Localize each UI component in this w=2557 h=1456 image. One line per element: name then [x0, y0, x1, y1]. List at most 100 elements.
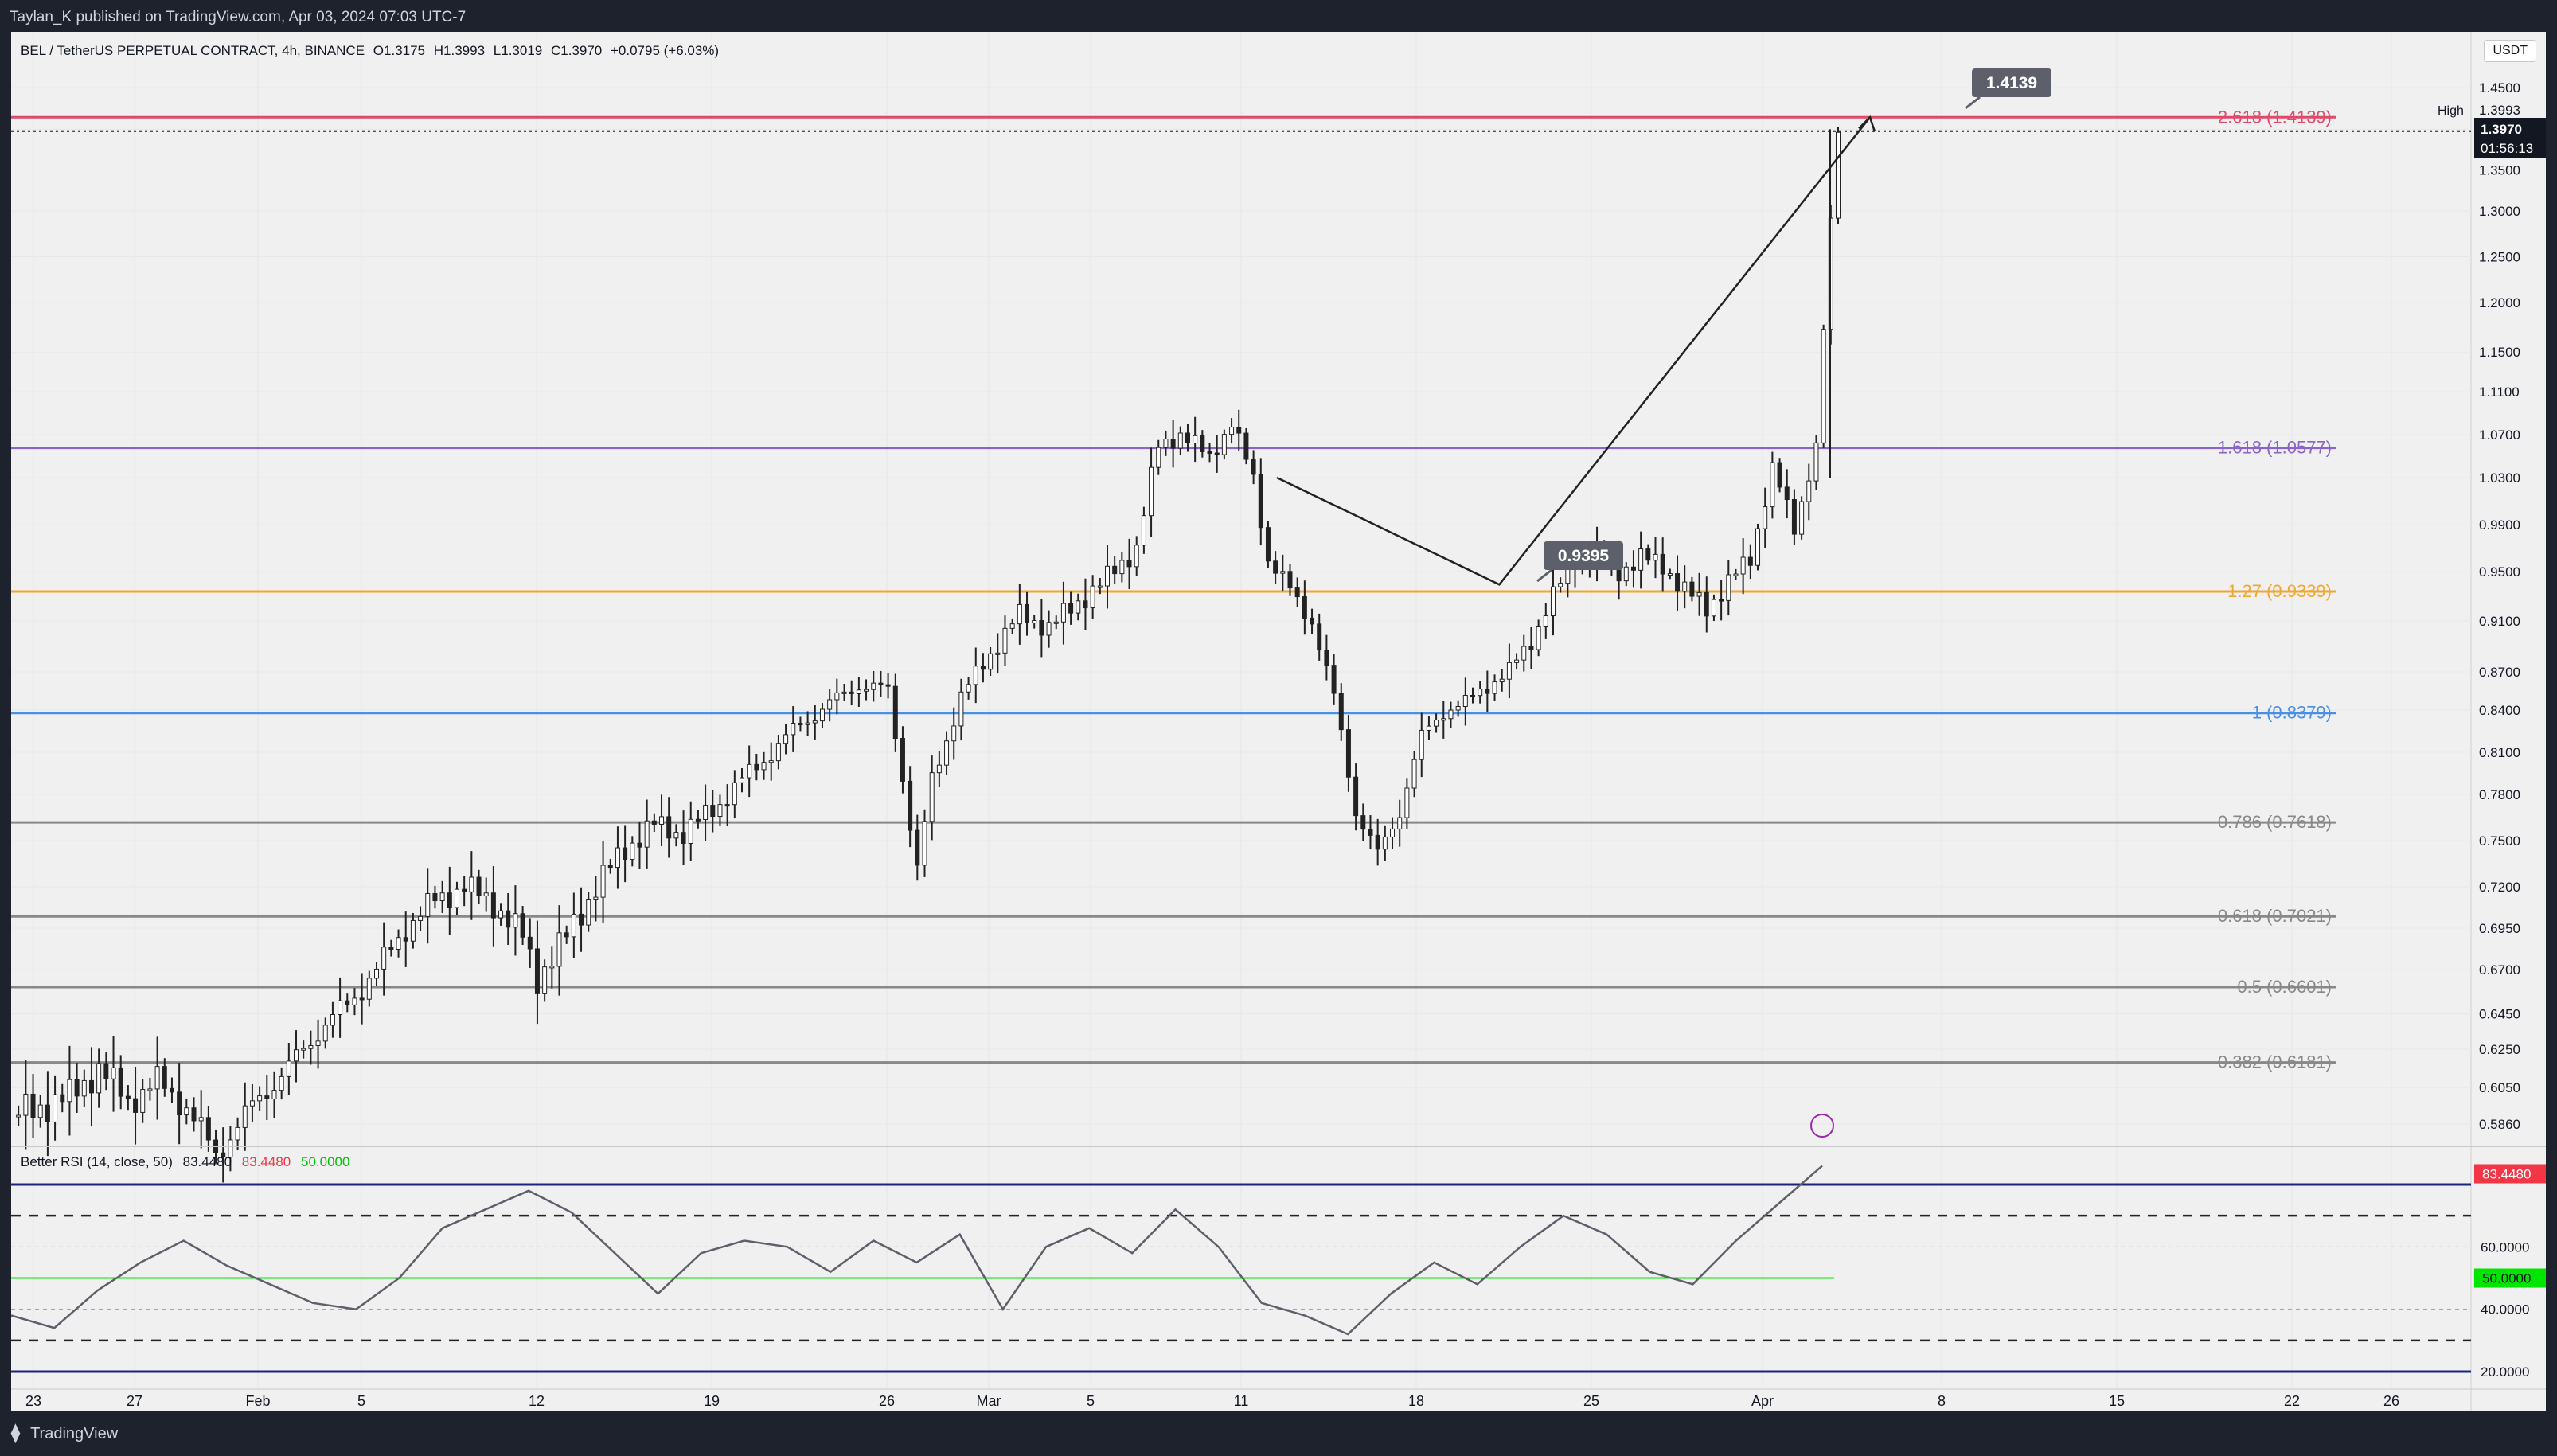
price-tick-label: 1.0300	[2479, 470, 2520, 486]
candle-body	[322, 1025, 328, 1042]
candle-body	[798, 723, 803, 726]
candle-body	[1273, 560, 1278, 574]
candle-body	[1294, 587, 1300, 598]
callout-0-9395-pointer	[1536, 568, 1552, 583]
price-chart[interactable]: 1.4500 1.3993 1.3500 1.3000 1.2500 1.2000 1.15…	[11, 32, 2546, 1411]
time-tick-label: 25	[1583, 1393, 1599, 1409]
candle-body	[133, 1098, 139, 1113]
candle-body	[1382, 836, 1388, 850]
candle-body	[23, 1093, 29, 1116]
symbol-legend: BEL / TetherUS PERPETUAL CONTRACT, 4h, B…	[21, 43, 724, 59]
candle-body	[271, 1090, 277, 1099]
candle-body	[1499, 678, 1505, 683]
price-tick-label: 0.7800	[2479, 787, 2520, 802]
candle-body	[1543, 615, 1548, 627]
candle-body	[74, 1079, 80, 1097]
candle-body	[301, 1048, 306, 1051]
candle-body	[856, 689, 861, 694]
candle-body	[1141, 515, 1146, 546]
candle-body	[892, 685, 898, 740]
candle-body	[1017, 603, 1022, 625]
candle-body	[1813, 442, 1819, 482]
candle-body	[1711, 599, 1716, 617]
footer: ⧫ TradingView	[0, 1411, 2557, 1454]
candle-body	[1777, 462, 1782, 488]
brand-label[interactable]: TradingView	[30, 1425, 119, 1442]
candle-body	[995, 652, 1001, 655]
candle-body	[483, 892, 489, 896]
countdown-label: 01:56:13	[2481, 141, 2533, 156]
price-tick-label: 1.3500	[2479, 162, 2520, 178]
candle-body	[834, 692, 840, 701]
candle-body	[1434, 720, 1439, 727]
candle-body	[418, 915, 424, 921]
candle-body	[111, 1067, 116, 1079]
price-tick-label: 0.6050	[2479, 1080, 2520, 1095]
candle-body	[396, 937, 401, 950]
candle-body	[1675, 573, 1681, 592]
rsi-title[interactable]: Better RSI (14, close, 50)	[21, 1154, 173, 1169]
candle-body	[1638, 548, 1644, 571]
price-tick-label: 0.8100	[2479, 745, 2520, 760]
candle-body	[432, 892, 438, 902]
candle-body	[929, 772, 935, 822]
price-tick-label: 1.1500	[2479, 345, 2520, 360]
candle-body	[740, 777, 744, 783]
candle-body	[118, 1067, 123, 1097]
candle-body	[1441, 718, 1446, 721]
rsi-tick-label: 40.0000	[2481, 1302, 2529, 1317]
candle-body	[630, 842, 635, 861]
candle-body	[257, 1095, 263, 1102]
candle-body	[724, 804, 730, 807]
candle-body	[1747, 556, 1753, 566]
arrow-head	[1858, 115, 1876, 132]
fib-level-label: 1.27 (0.9339)	[2227, 581, 2332, 601]
candle-body	[754, 763, 759, 771]
time-tick-label: 18	[1408, 1393, 1424, 1409]
alert-lightning-icon	[1810, 1114, 1834, 1138]
callout-1-4139-pointer	[1965, 96, 1981, 110]
candle-body	[476, 876, 482, 896]
candle-body	[403, 937, 408, 942]
candle-body	[1060, 603, 1066, 623]
candle-body	[1287, 571, 1293, 589]
candle-body	[1163, 439, 1169, 448]
candle-body	[1689, 581, 1695, 597]
candle-body	[67, 1079, 72, 1103]
price-tick-label: 0.8700	[2479, 665, 2520, 680]
candle-body	[279, 1075, 284, 1091]
candle-body	[60, 1094, 65, 1103]
candle-body	[125, 1095, 131, 1099]
price-tick-label: 0.5860	[2479, 1117, 2520, 1132]
candle-body	[1368, 829, 1373, 836]
candle-body	[534, 948, 540, 994]
open-value: O1.3175	[373, 43, 426, 58]
candle-body	[812, 720, 818, 724]
candle-body	[615, 847, 620, 869]
callout-1-4139: 1.4139	[1986, 74, 2037, 92]
candle-body	[710, 805, 716, 818]
currency-button[interactable]: USDT	[2484, 40, 2536, 62]
candle-body	[1360, 815, 1366, 830]
candle-body	[805, 722, 810, 725]
candle-body	[1462, 694, 1468, 707]
candle-body	[198, 1117, 204, 1122]
price-tick-label: 0.9100	[2479, 614, 2520, 629]
chart-panel[interactable]: 1.4500 1.3993 1.3500 1.3000 1.2500 1.2000 1.15…	[11, 32, 2546, 1411]
price-tick-label: 1.3000	[2479, 204, 2520, 219]
candle-body	[140, 1089, 146, 1113]
candle-body	[1317, 623, 1322, 651]
tradingview-logo-icon: ⧫	[11, 1423, 20, 1442]
candle-body	[1696, 591, 1702, 597]
candle-body	[338, 1000, 343, 1016]
symbol-name[interactable]: BEL / TetherUS PERPETUAL CONTRACT, 4h, B…	[21, 43, 365, 58]
candle-body	[644, 820, 650, 848]
candle-body	[1193, 435, 1198, 443]
candle-body	[439, 892, 445, 902]
candle-body	[469, 876, 474, 892]
candle-body	[1682, 581, 1688, 592]
candle-body	[1177, 432, 1183, 449]
candle-body	[1149, 466, 1154, 517]
candle-body	[1310, 617, 1315, 625]
price-tick-label: 1.0700	[2479, 427, 2520, 443]
